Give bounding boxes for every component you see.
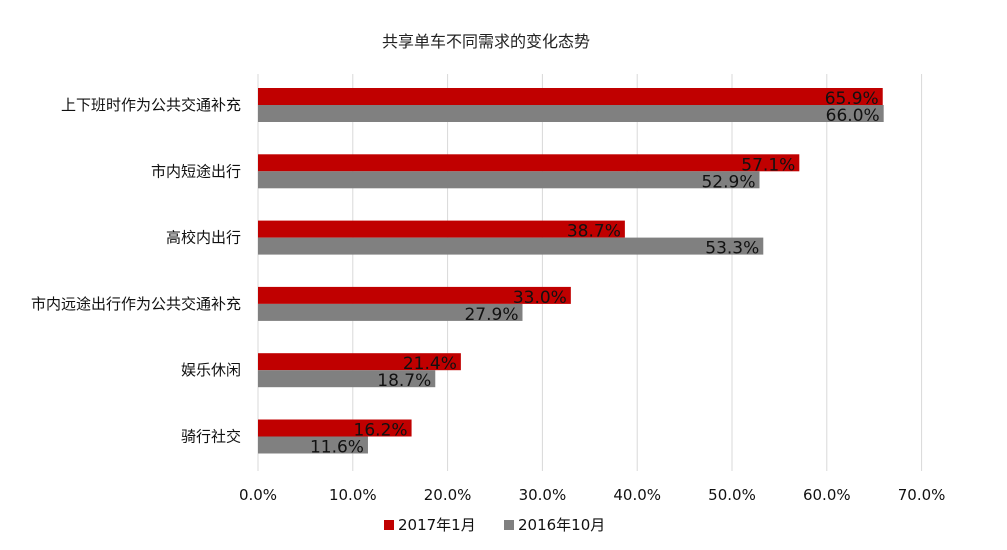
bar <box>258 171 760 189</box>
bar <box>258 419 412 437</box>
legend-label: 2017年1月 <box>398 516 476 534</box>
legend: 2017年1月 2016年10月 <box>384 516 605 534</box>
x-axis-ticks: 0.0% 10.0% 20.0% 30.0% 40.0% 50.0% 60.0% 70.0% <box>239 486 945 504</box>
x-tick-label: 60.0% <box>803 486 851 504</box>
bar <box>258 436 368 454</box>
data-label: 57.1% <box>741 155 795 175</box>
data-label: 11.6% <box>310 438 364 458</box>
chart-title: 共享单车不同需求的变化态势 <box>382 32 590 51</box>
x-tick-label: 30.0% <box>519 486 567 504</box>
x-tick-label: 10.0% <box>329 486 377 504</box>
bar <box>258 353 461 371</box>
category-label: 娱乐休闲 <box>181 361 241 379</box>
bar <box>258 370 436 388</box>
data-label: 18.7% <box>377 371 431 391</box>
bar <box>258 88 883 105</box>
data-label: 16.2% <box>354 421 408 441</box>
legend-label: 2016年10月 <box>518 516 605 534</box>
data-label: 65.9% <box>825 89 879 109</box>
bar <box>258 286 571 304</box>
x-tick-label: 50.0% <box>708 486 756 504</box>
data-label: 52.9% <box>701 172 755 192</box>
data-label: 66.0% <box>826 106 880 126</box>
x-tick-label: 40.0% <box>613 486 661 504</box>
x-tick-label: 0.0% <box>239 486 277 504</box>
data-labels: 65.9%66.0% 57.1%52.9% 38.7% 53.3% 33.0%27.9%… <box>310 89 880 458</box>
bars <box>258 88 884 454</box>
data-label: 33.0% <box>513 288 567 308</box>
category-label: 高校内出行 <box>166 229 241 247</box>
gridlines <box>257 74 923 471</box>
legend-swatch <box>504 520 514 530</box>
category-label: 市内远途出行作为公共交通补充 <box>31 295 241 313</box>
bar <box>258 154 800 172</box>
x-tick-label: 70.0% <box>898 486 946 504</box>
category-label: 上下班时作为公共交通补充 <box>61 96 241 114</box>
bar <box>258 303 523 321</box>
x-tick-label: 20.0% <box>424 486 472 504</box>
data-label: 53.3% <box>705 239 759 259</box>
category-labels: 上下班时作为公共交通补充市内短途出行高校内出行市内远途出行作为公共交通补充娱乐休… <box>31 96 241 446</box>
data-label: 38.7% <box>567 222 621 242</box>
category-label: 骑行社交 <box>181 428 241 446</box>
bar <box>258 105 884 122</box>
data-label: 21.4% <box>403 354 457 374</box>
bar <box>258 220 625 238</box>
category-label: 市内短途出行 <box>151 162 241 180</box>
legend-swatch <box>384 520 394 530</box>
bar <box>258 237 764 255</box>
data-label: 27.9% <box>464 305 518 325</box>
